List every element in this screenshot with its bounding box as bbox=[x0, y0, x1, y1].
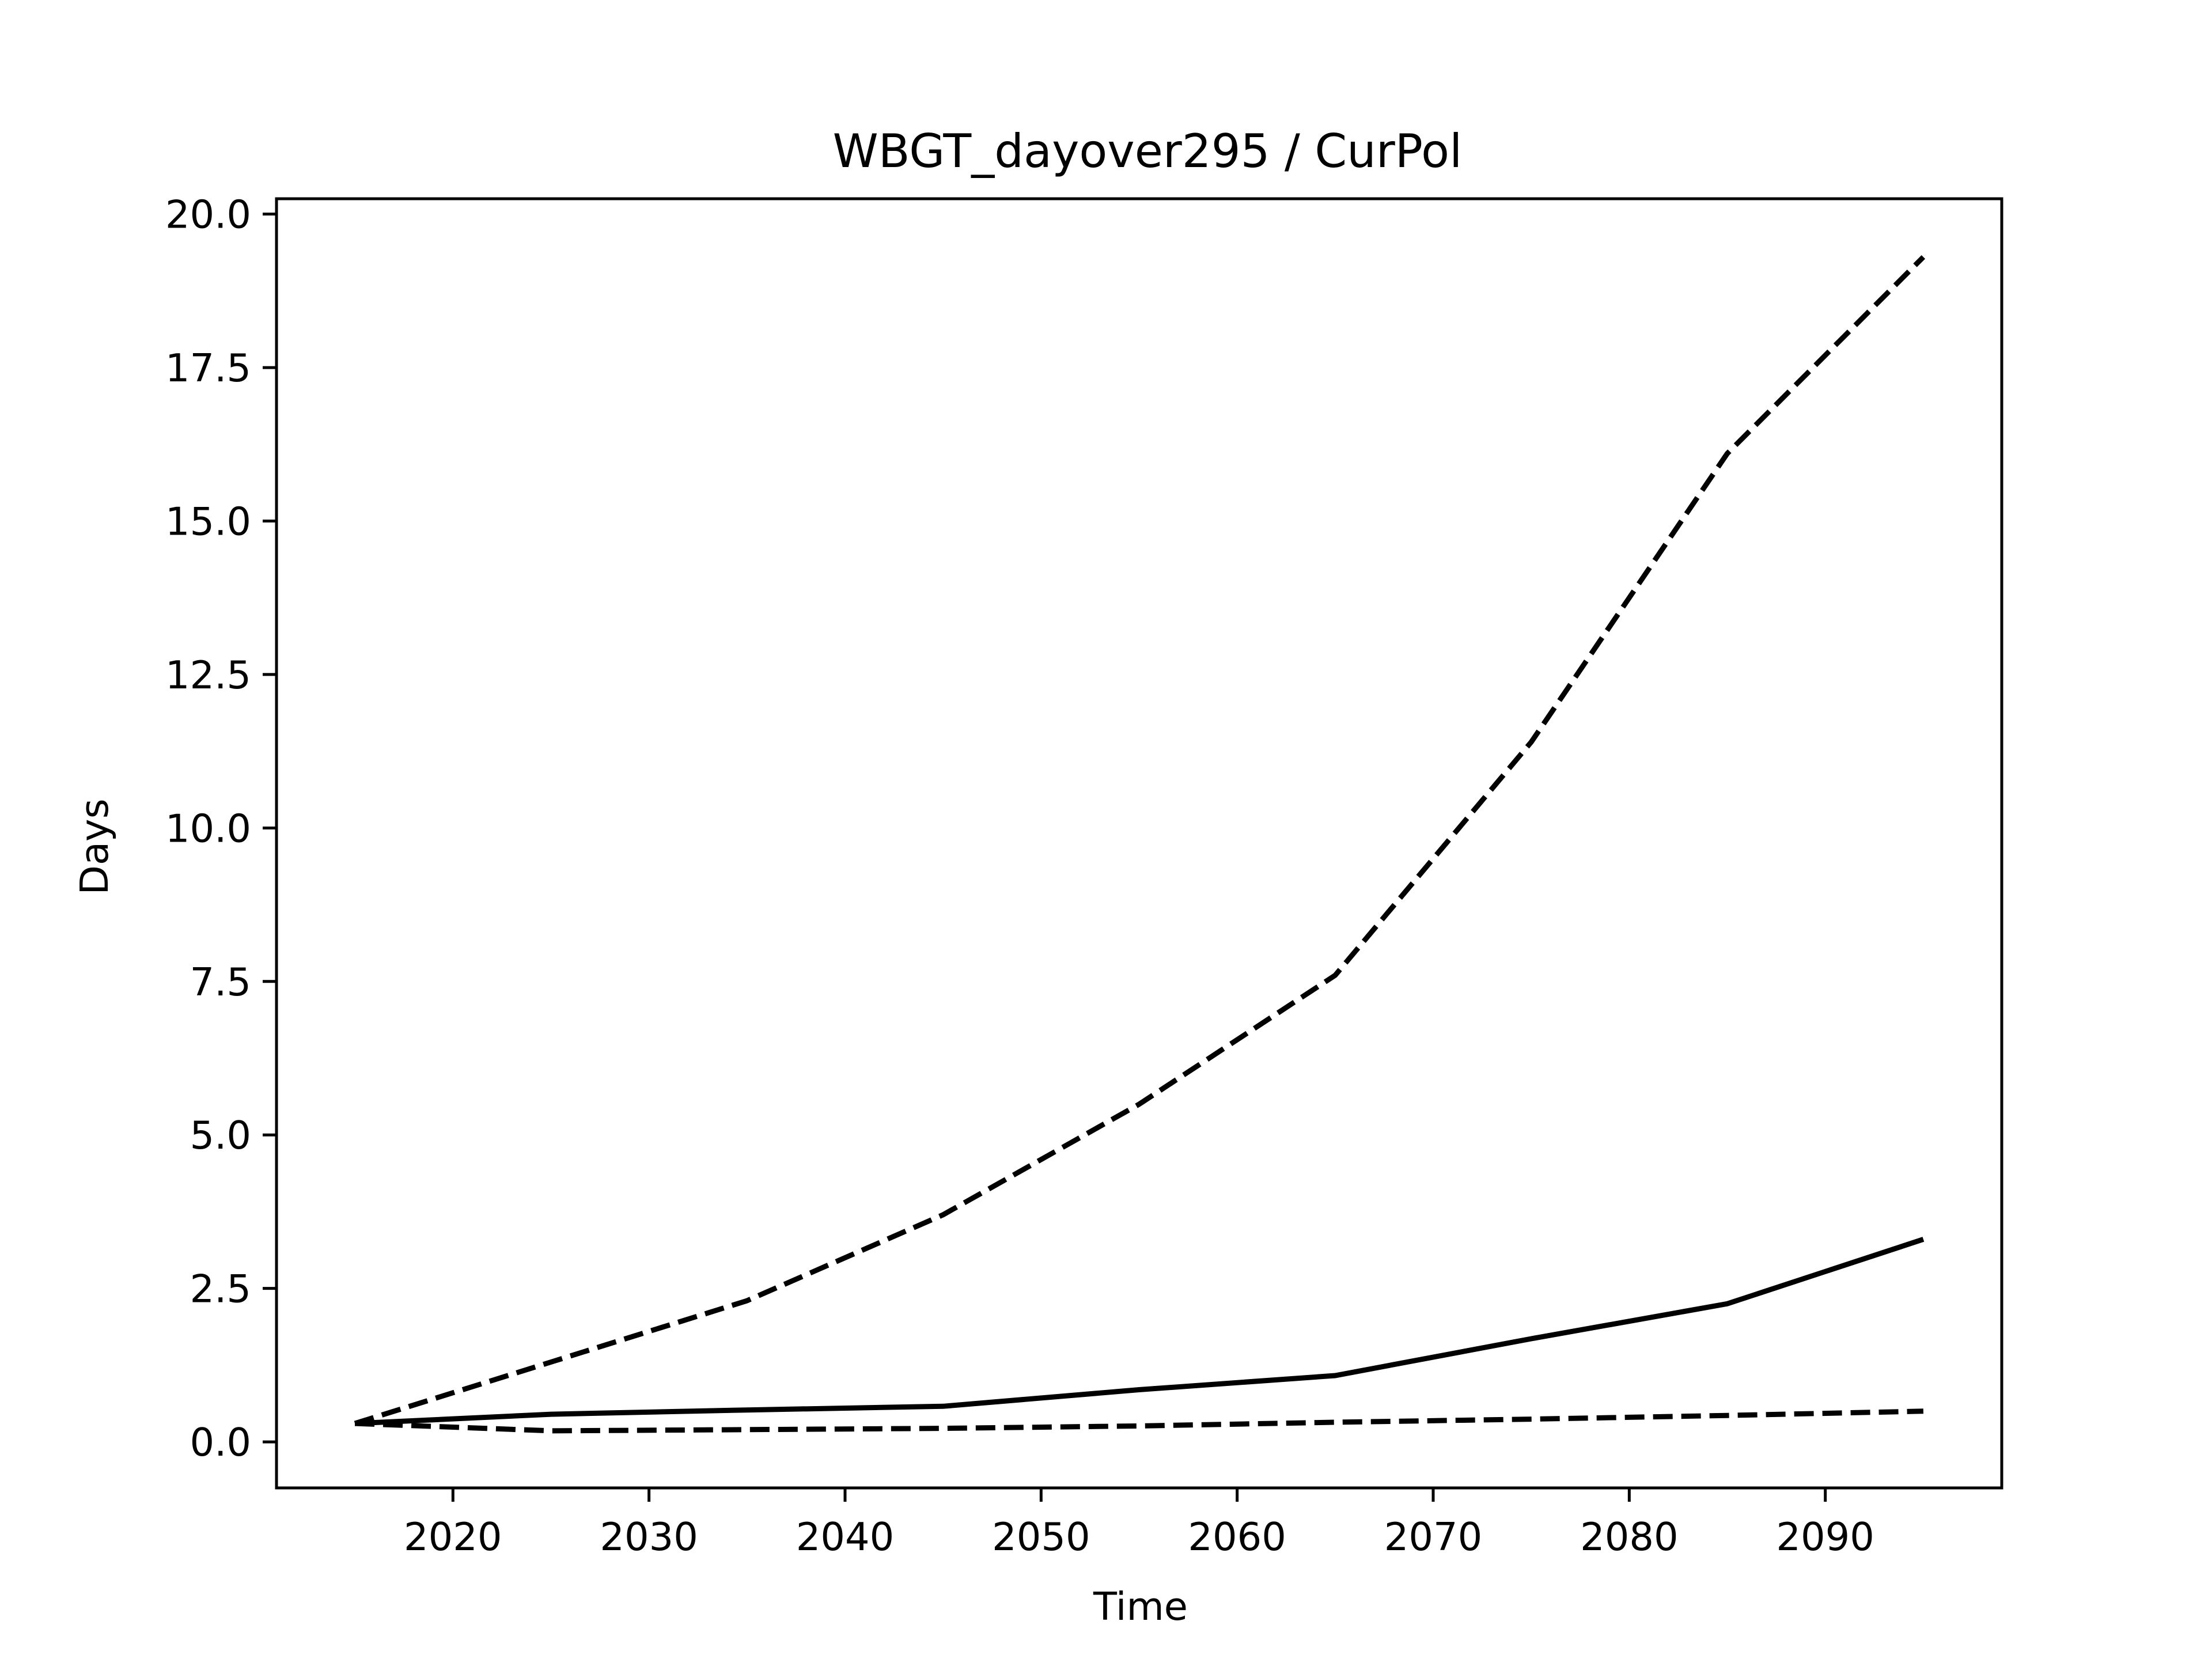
x-tick-label: 2090 bbox=[1776, 1514, 1874, 1559]
x-tick-label: 2070 bbox=[1384, 1514, 1483, 1559]
y-tick-label: 15.0 bbox=[165, 499, 251, 544]
x-axis-ticks: 2020 2030 2040 2050 2060 2070 2080 2090 bbox=[404, 1488, 1874, 1559]
x-tick-label: 2060 bbox=[1188, 1514, 1286, 1559]
x-tick-label: 2020 bbox=[404, 1514, 502, 1559]
series-line-1 bbox=[354, 255, 1926, 1426]
series-line-2 bbox=[354, 1237, 1925, 1426]
y-tick-label: 7.5 bbox=[190, 960, 251, 1005]
x-tick-label: 2050 bbox=[992, 1514, 1090, 1559]
y-axis-ticks: 0.0 2.5 5.0 7.5 10.0 12.5 15.0 17.5 20.0 bbox=[165, 192, 276, 1465]
plot-frame bbox=[275, 197, 2003, 1490]
y-tick-label: 10.0 bbox=[165, 806, 251, 851]
y-tick-label: 12.5 bbox=[165, 653, 251, 698]
y-axis-label: Days bbox=[72, 798, 117, 895]
chart-title: WBGT_dayover295 / CurPol bbox=[833, 124, 1463, 178]
y-tick-label: 20.0 bbox=[165, 192, 251, 237]
series-layer bbox=[354, 255, 1926, 1434]
x-tick-label: 2080 bbox=[1580, 1514, 1679, 1559]
y-tick-label: 17.5 bbox=[165, 346, 251, 391]
x-axis-label: Time bbox=[1093, 1584, 1188, 1629]
x-tick-label: 2040 bbox=[796, 1514, 895, 1559]
y-tick-label: 2.5 bbox=[190, 1267, 251, 1312]
y-tick-label: 0.0 bbox=[190, 1420, 251, 1465]
x-tick-label: 2030 bbox=[600, 1514, 698, 1559]
series-line-3 bbox=[354, 1408, 1923, 1434]
y-tick-label: 5.0 bbox=[190, 1113, 251, 1158]
